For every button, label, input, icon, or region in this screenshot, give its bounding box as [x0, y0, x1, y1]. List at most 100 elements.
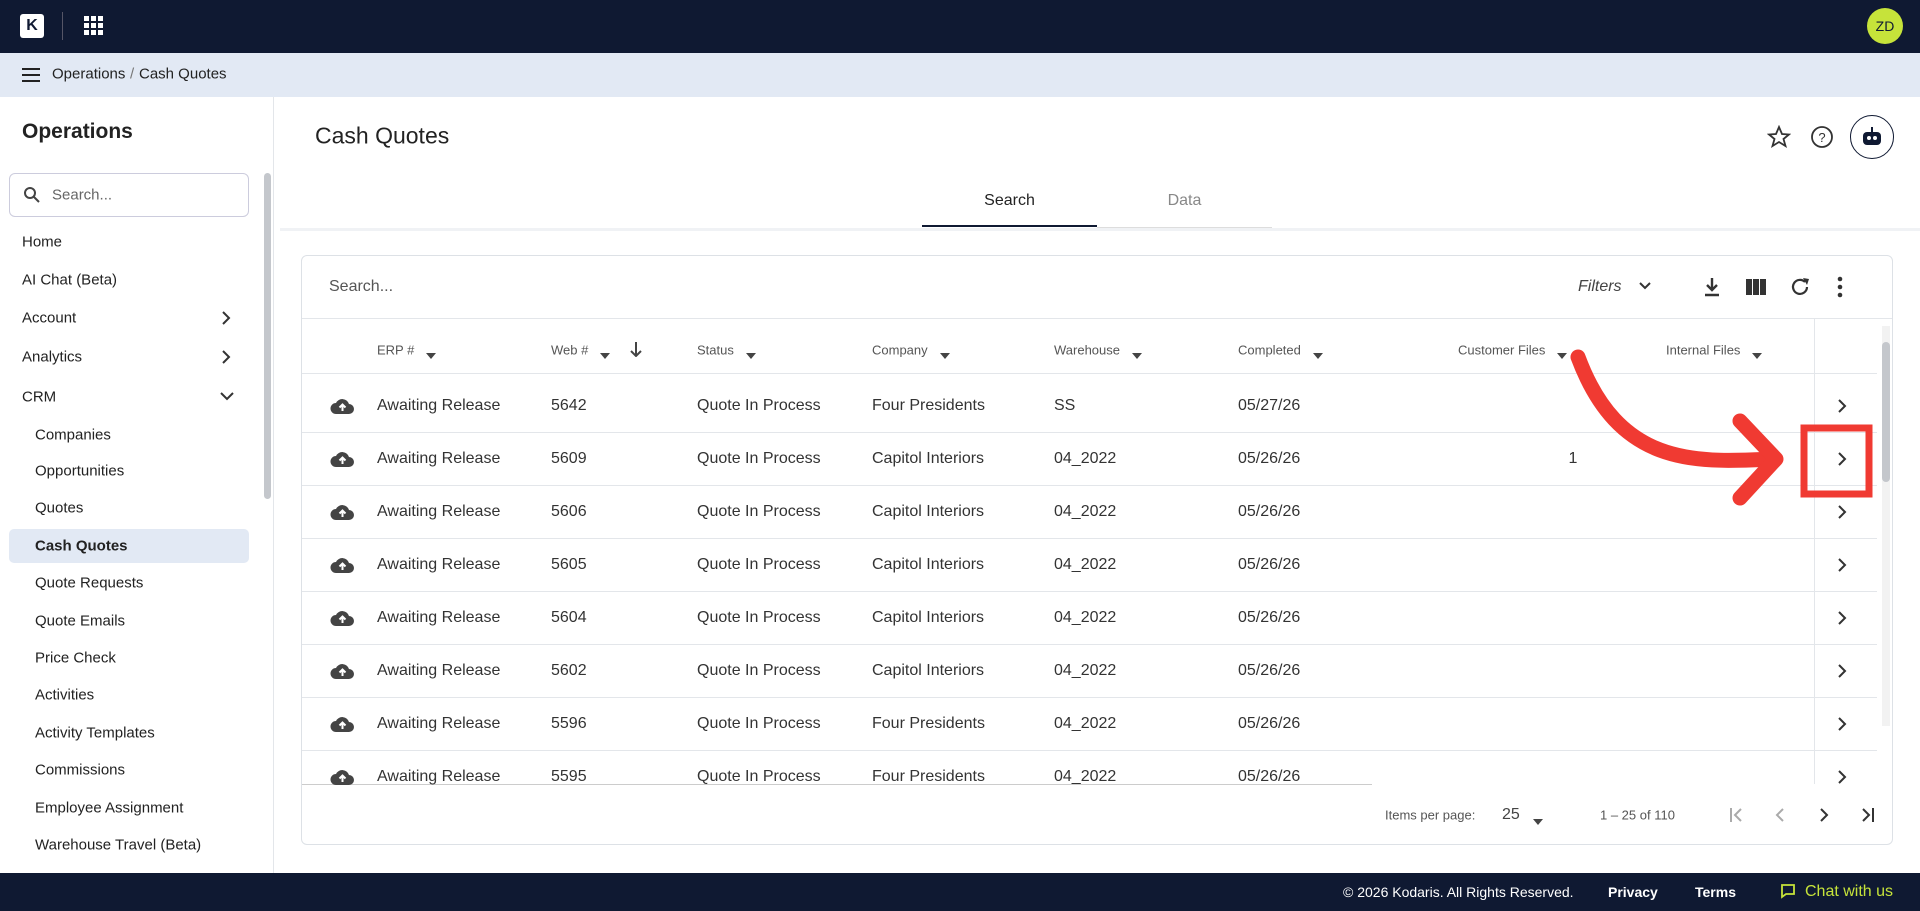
- nav-item[interactable]: Quote Emails: [35, 612, 126, 630]
- sort-arrow-svg: [630, 342, 642, 358]
- avatar[interactable]: ZD: [1867, 8, 1903, 44]
- page-size-caret[interactable]: [1533, 812, 1543, 830]
- cell: 5602: [551, 662, 587, 679]
- logo[interactable]: K: [20, 14, 44, 38]
- placeholder: Search...: [52, 186, 113, 204]
- row-divider: [302, 644, 1877, 645]
- cell: Quote In Process: [697, 503, 821, 520]
- chevron: [220, 390, 234, 409]
- nav-item[interactable]: Opportunities: [35, 462, 125, 480]
- row-open-svg: [1838, 399, 1847, 413]
- cell: Capitol Interiors: [872, 662, 985, 679]
- column-header[interactable]: Completed: [1238, 342, 1301, 358]
- row-open[interactable]: [1837, 769, 1847, 790]
- assistant-button[interactable]: [1850, 115, 1894, 159]
- column-header[interactable]: Warehouse: [1054, 342, 1120, 358]
- cell: 5595: [551, 768, 587, 785]
- next-page[interactable]: [1817, 807, 1831, 828]
- table-search[interactable]: Search...: [329, 278, 394, 295]
- nav-item[interactable]: Home: [22, 233, 63, 251]
- sort-caret[interactable]: [600, 346, 610, 364]
- row-divider: [302, 485, 1877, 486]
- sort-caret[interactable]: [1752, 346, 1762, 364]
- nav-item[interactable]: Warehouse Travel (Beta): [35, 836, 202, 854]
- row-open[interactable]: [1837, 663, 1847, 684]
- last-page[interactable]: [1861, 807, 1875, 828]
- nav-item[interactable]: Account: [22, 309, 77, 327]
- sort-caret[interactable]: [1132, 346, 1142, 364]
- upload-icon[interactable]: [329, 714, 356, 739]
- row-open[interactable]: [1837, 451, 1847, 472]
- more-icon[interactable]: [1836, 276, 1844, 298]
- nav-item[interactable]: CRM: [22, 388, 57, 406]
- upload-icon[interactable]: [329, 396, 356, 421]
- filters-button[interactable]: Filters: [1578, 278, 1622, 295]
- nav-item[interactable]: Cash Quotes: [35, 537, 128, 555]
- sidebar: Operations Search... Home AI Chat (Beta) A…: [0, 97, 274, 873]
- upload-icon[interactable]: [329, 502, 356, 527]
- column-header[interactable]: Company: [872, 342, 928, 358]
- first-page[interactable]: [1729, 807, 1743, 828]
- cell: Quote In Process: [697, 450, 821, 467]
- row-open[interactable]: [1837, 610, 1847, 631]
- column-header[interactable]: Customer Files: [1458, 342, 1546, 358]
- tab[interactable]: Data: [1167, 192, 1202, 209]
- upload-icon[interactable]: [329, 767, 356, 792]
- refresh-icon[interactable]: [1789, 276, 1811, 298]
- cell: Capitol Interiors: [872, 503, 985, 520]
- star-icon[interactable]: [1767, 125, 1791, 149]
- nav-item[interactable]: Employee Assignment: [35, 799, 184, 817]
- breadcrumb[interactable]: Operations: [52, 65, 126, 83]
- sort-caret[interactable]: [1557, 346, 1567, 364]
- nav-item[interactable]: AI Chat (Beta): [22, 271, 118, 289]
- chat-link[interactable]: Chat with us: [1805, 883, 1894, 900]
- nav-item[interactable]: Activity Templates: [35, 724, 155, 742]
- columns-icon[interactable]: [1745, 277, 1767, 297]
- nav-item[interactable]: Analytics: [22, 348, 83, 366]
- upload-icon[interactable]: [329, 661, 356, 686]
- tab[interactable]: Search: [984, 192, 1035, 209]
- column-header[interactable]: Web #: [551, 342, 589, 358]
- row-open[interactable]: [1837, 504, 1847, 525]
- nav-item[interactable]: Companies: [35, 426, 111, 444]
- row-divider: [302, 432, 1877, 433]
- menu-icon[interactable]: [22, 67, 40, 83]
- row-open[interactable]: [1837, 557, 1847, 578]
- footer: © 2026 Kodaris. All Rights Reserved. Priv…: [0, 873, 1920, 911]
- breadcrumb: Cash Quotes: [139, 65, 227, 83]
- column-header[interactable]: Status: [697, 342, 734, 358]
- cell: Awaiting Release: [377, 556, 501, 573]
- sidebar-search[interactable]: Search...: [9, 173, 249, 217]
- apps-icon[interactable]: [84, 16, 104, 36]
- cell: Awaiting Release: [377, 609, 501, 626]
- row-open[interactable]: [1837, 716, 1847, 737]
- nav-item[interactable]: Price Check: [35, 649, 116, 667]
- column-header[interactable]: Internal Files: [1666, 342, 1741, 358]
- nav-item[interactable]: Quotes: [35, 499, 84, 517]
- cell: 04_2022: [1054, 450, 1117, 467]
- footer-link[interactable]: Terms: [1695, 884, 1736, 900]
- help-icon[interactable]: ?: [1810, 125, 1834, 149]
- last-page-svg: [1862, 808, 1874, 822]
- top-bar: K ZD: [0, 0, 1920, 53]
- prev-page[interactable]: [1773, 807, 1787, 828]
- sort-caret-svg: [940, 353, 950, 359]
- nav-item[interactable]: Activities: [35, 686, 95, 704]
- sort-caret[interactable]: [746, 346, 756, 364]
- upload-icon[interactable]: [329, 608, 356, 633]
- sort-arrow[interactable]: [629, 341, 643, 362]
- footer-link[interactable]: Privacy: [1608, 884, 1658, 900]
- row-open-svg: [1838, 770, 1847, 784]
- sort-caret[interactable]: [426, 346, 436, 364]
- sort-caret[interactable]: [1313, 346, 1323, 364]
- sort-caret[interactable]: [940, 346, 950, 364]
- nav-item[interactable]: Quote Requests: [35, 574, 144, 592]
- upload-icon[interactable]: [329, 555, 356, 580]
- column-header[interactable]: ERP #: [377, 342, 415, 358]
- nav-item[interactable]: Commissions: [35, 761, 126, 779]
- upload-icon[interactable]: [329, 449, 356, 474]
- download-icon[interactable]: [1702, 276, 1722, 298]
- row-open[interactable]: [1837, 398, 1847, 419]
- row-divider: [302, 750, 1877, 751]
- page-size[interactable]: 25: [1502, 806, 1520, 823]
